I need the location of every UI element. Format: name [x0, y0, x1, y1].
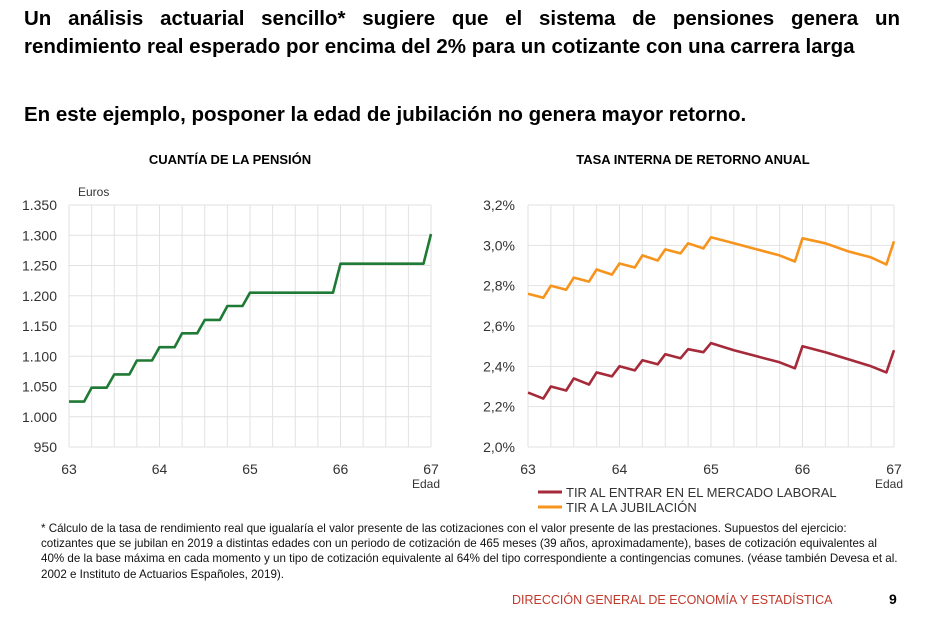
- slide-subtitle: En este ejemplo, posponer la edad de jub…: [24, 103, 747, 126]
- pension-chart-title: CUANTÍA DE LA PENSIÓN: [148, 152, 312, 167]
- y-tick-label: 2,6%: [483, 318, 515, 334]
- y-tick-label: 1.350: [22, 197, 57, 213]
- x-tick-label: 66: [333, 461, 349, 477]
- x-tick-label: 67: [423, 461, 439, 477]
- x-tick-label: 64: [152, 461, 168, 477]
- x-tick-label: 64: [612, 461, 628, 477]
- legend-label: TIR A LA JUBILACIÓN: [566, 500, 697, 515]
- y-tick-label: 3,0%: [483, 237, 515, 253]
- legend-label: TIR AL ENTRAR EN EL MERCADO LABORAL: [566, 485, 837, 500]
- y-tick-label: 2,2%: [483, 399, 515, 415]
- y-tick-label: 3,2%: [483, 197, 515, 213]
- footnote: * Cálculo de la tasa de rendimiento real…: [41, 522, 898, 581]
- page-number: 9: [889, 591, 897, 607]
- y-tick-label: 1.300: [22, 227, 57, 243]
- slide-title: Un análisis actuarial sencillo* sugiere …: [24, 7, 900, 58]
- x-axis-label: Edad: [412, 477, 440, 491]
- series-line: [69, 233, 433, 403]
- y-tick-label: 2,8%: [483, 278, 515, 294]
- x-tick-label: 63: [520, 461, 536, 477]
- series-line: [527, 236, 896, 300]
- x-axis-label: Edad: [875, 477, 903, 491]
- y-tick-label: 950: [34, 439, 58, 455]
- y-tick-label: 1.250: [22, 258, 57, 274]
- source-label: DIRECCIÓN GENERAL DE ECONOMÍA Y ESTADÍST…: [512, 593, 833, 607]
- x-tick-label: 67: [886, 461, 902, 477]
- y-tick-label: 1.000: [22, 409, 57, 425]
- tir-chart-title: TASA INTERNA DE RETORNO ANUAL: [576, 152, 810, 167]
- y-tick-label: 2,0%: [483, 439, 515, 455]
- y-tick-label: 2,4%: [483, 358, 515, 374]
- y-tick-label: 1.050: [22, 379, 57, 395]
- x-tick-label: 66: [795, 461, 811, 477]
- y-tick-label: 1.100: [22, 348, 57, 364]
- series-line: [527, 341, 896, 400]
- y-tick-label: 1.200: [22, 288, 57, 304]
- x-tick-label: 63: [61, 461, 77, 477]
- y-tick-label: 1.150: [22, 318, 57, 334]
- x-tick-label: 65: [242, 461, 258, 477]
- x-tick-label: 65: [703, 461, 719, 477]
- y-axis-label: Euros: [78, 185, 109, 199]
